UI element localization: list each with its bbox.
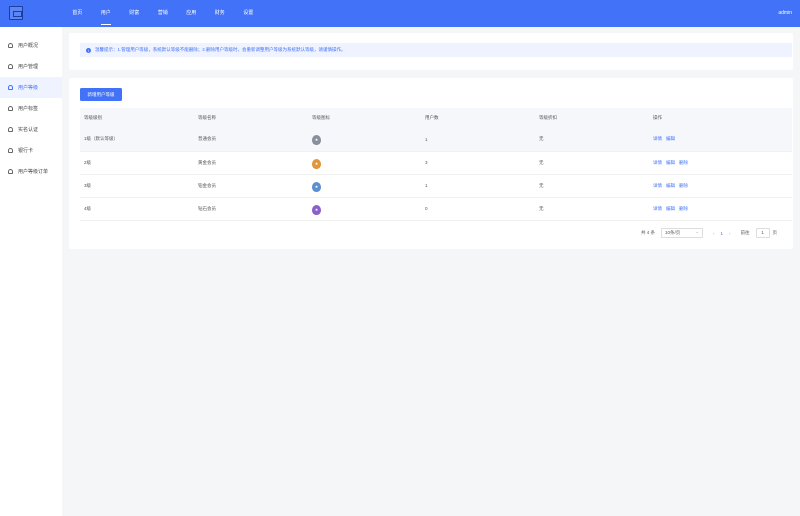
sidebar-item-label: 用户等级订单: [18, 169, 49, 175]
cell-actions: 详情 编辑 删除: [649, 151, 792, 175]
user-icon: [8, 148, 13, 153]
action-edit-link[interactable]: 编辑: [666, 205, 675, 211]
user-icon: [8, 127, 13, 132]
col-discount: 等级折扣: [535, 108, 649, 128]
goto-page-input[interactable]: 1: [755, 228, 770, 238]
level-badge-icon: ★: [312, 181, 321, 192]
sidebar-item-user-manage[interactable]: 用户管理: [0, 56, 62, 77]
cell-actions: 详情 编辑 删除: [649, 174, 792, 198]
level-list-card: 新增用户等级 等级级别 等级名称 等级图标 用户数 等级折扣 操作 1级（默认等…: [69, 78, 793, 249]
action-edit-link[interactable]: 编辑: [666, 136, 675, 142]
cell-name: 铂金会员: [194, 174, 308, 198]
cell-name: 普通会员: [194, 128, 308, 152]
cell-discount: 无: [535, 197, 649, 221]
col-icon: 等级图标: [308, 108, 421, 128]
sidebar-item-verification[interactable]: 实名认证: [0, 119, 62, 140]
col-actions: 操作: [649, 108, 792, 128]
sidebar-item-user-tags[interactable]: 用户标签: [0, 98, 62, 119]
cell-icon: ★: [308, 128, 421, 152]
sidebar-item-user-level[interactable]: 用户等级: [0, 77, 62, 98]
next-page-button[interactable]: ›: [729, 230, 731, 236]
goto-label: 前往: [740, 230, 750, 235]
nav-wealth[interactable]: 财富: [129, 10, 140, 16]
sidebar-item-overview[interactable]: 用户概况: [0, 35, 62, 56]
col-users: 用户数: [421, 108, 535, 128]
nav-settings[interactable]: 设置: [243, 10, 254, 16]
table-row: 4级 钻石会员 ★ 0 无 详情 编辑 删除: [80, 197, 792, 221]
notice-card: i 温馨提示：1.管理用户等级，系统默认等级不能删除；2.删除用户等级时，会重新…: [69, 33, 793, 70]
action-delete-link[interactable]: 删除: [679, 205, 688, 211]
action-edit-link[interactable]: 编辑: [666, 182, 675, 188]
col-name: 等级名称: [194, 108, 308, 128]
sidebar-item-level-orders[interactable]: 用户等级订单: [0, 161, 62, 182]
nav-home[interactable]: 首页: [72, 10, 83, 16]
col-level: 等级级别: [80, 108, 194, 128]
user-icon: [8, 85, 13, 90]
cell-name: 黄金会员: [194, 151, 308, 175]
notice-text: 温馨提示：1.管理用户等级，系统默认等级不能删除；2.删除用户等级时，会重新调整…: [95, 47, 346, 52]
top-nav: 首页 用户 财富 营销 应用 财务 设置: [63, 0, 263, 27]
user-icon: [8, 64, 13, 69]
sidebar-item-label: 用户等级: [18, 85, 39, 91]
sidebar-item-label: 用户概况: [18, 43, 39, 49]
prev-page-button[interactable]: ‹: [712, 230, 715, 236]
action-detail-link[interactable]: 详情: [653, 136, 662, 142]
level-badge-icon: ★: [312, 204, 321, 215]
cell-actions: 详情 编辑 删除: [649, 197, 792, 221]
level-badge-icon: ★: [312, 135, 321, 146]
sidebar: 用户概况 用户管理 用户等级 用户标签 实名认证 银行卡 用户等级订单: [0, 27, 62, 516]
cell-level: 2级: [80, 151, 194, 175]
add-level-button[interactable]: 新增用户等级: [80, 88, 122, 101]
pagination: 共 4 条 10条/页 ‹ 1 › 前往 1 页: [635, 228, 777, 238]
action-detail-link[interactable]: 详情: [653, 182, 662, 188]
action-delete-link[interactable]: 删除: [679, 182, 688, 188]
sidebar-item-bank-card[interactable]: 银行卡: [0, 140, 62, 161]
user-icon: [8, 106, 13, 111]
user-icon: [8, 43, 13, 48]
cell-users: 3: [421, 151, 535, 175]
sidebar-item-label: 用户标签: [18, 106, 39, 112]
action-edit-link[interactable]: 编辑: [666, 159, 675, 165]
top-header: 首页 用户 财富 营销 应用 财务 设置 admin: [0, 0, 800, 27]
sidebar-item-label: 实名认证: [18, 127, 39, 133]
cell-level: 3级: [80, 174, 194, 198]
cell-discount: 无: [535, 174, 649, 198]
user-menu[interactable]: admin: [778, 10, 792, 16]
sidebar-item-label: 用户管理: [18, 64, 39, 70]
action-detail-link[interactable]: 详情: [653, 205, 662, 211]
cell-icon: ★: [308, 151, 421, 175]
total-count: 共 4 条: [640, 230, 655, 235]
info-icon: i: [86, 47, 91, 53]
table-row: 1级（默认等级） 普通会员 ★ 1 无 详情 编辑: [80, 128, 792, 152]
table-row: 2级 黄金会员 ★ 3 无 详情 编辑 删除: [80, 151, 792, 175]
action-detail-link[interactable]: 详情: [653, 159, 662, 165]
sidebar-item-label: 银行卡: [18, 148, 34, 154]
page-unit: 页: [772, 230, 778, 235]
cell-users: 1: [421, 128, 535, 152]
cell-icon: ★: [308, 197, 421, 221]
page-size-select[interactable]: 10条/页: [660, 228, 703, 238]
cell-level: 1级（默认等级）: [80, 128, 194, 152]
level-badge-icon: ★: [312, 158, 321, 169]
table-row: 3级 铂金会员 ★ 1 无 详情 编辑 删除: [80, 174, 792, 198]
cell-users: 0: [421, 197, 535, 221]
cell-icon: ★: [308, 174, 421, 198]
action-delete-link[interactable]: 删除: [679, 159, 688, 165]
cell-level: 4级: [80, 197, 194, 221]
page-1[interactable]: 1: [720, 230, 723, 236]
cell-actions: 详情 编辑: [649, 128, 792, 152]
logo[interactable]: [9, 6, 23, 20]
level-table: 等级级别 等级名称 等级图标 用户数 等级折扣 操作 1级（默认等级） 普通会员…: [80, 108, 792, 221]
user-icon: [8, 169, 13, 174]
nav-apps[interactable]: 应用: [186, 10, 197, 16]
nav-marketing[interactable]: 营销: [157, 10, 168, 16]
cell-users: 1: [421, 174, 535, 198]
cell-discount: 无: [535, 151, 649, 175]
cell-name: 钻石会员: [194, 197, 308, 221]
cell-discount: 无: [535, 128, 649, 152]
notice-alert: i 温馨提示：1.管理用户等级，系统默认等级不能删除；2.删除用户等级时，会重新…: [80, 43, 792, 57]
nav-user[interactable]: 用户: [92, 0, 121, 27]
nav-finance[interactable]: 财务: [214, 10, 225, 16]
